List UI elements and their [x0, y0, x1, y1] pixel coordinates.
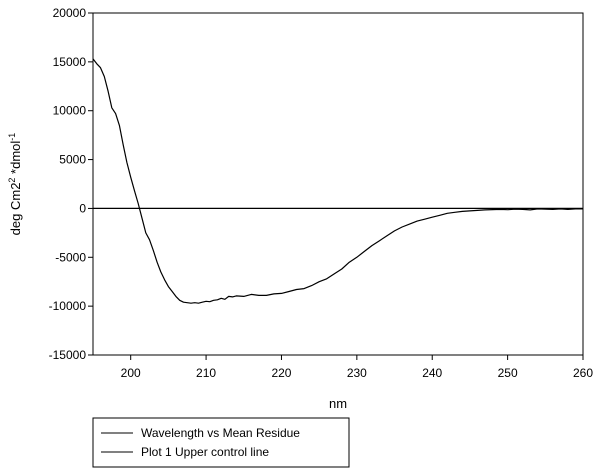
y-tick-label: -10000 [49, 299, 87, 313]
x-tick-label: 240 [422, 366, 442, 380]
x-tick-label: 210 [196, 366, 216, 380]
y-tick-label: 10000 [53, 104, 87, 118]
plot-frame [92, 12, 584, 356]
x-tick-label: 250 [498, 366, 518, 380]
legend-label-1: Wavelength vs Mean Residue [141, 426, 300, 440]
legend-label-2: Plot 1 Upper control line [141, 445, 269, 459]
y-axis-ticks: 20000 15000 10000 5000 0 -5000 -10000 -15000 [49, 6, 93, 362]
x-axis-title: nm [329, 396, 347, 411]
x-axis-ticks: 200 210 220 230 240 250 260 [121, 355, 593, 380]
x-tick-label: 260 [573, 366, 593, 380]
series-layer [92, 58, 583, 304]
y-tick-label: 0 [79, 201, 86, 215]
series-line-mean-residue [92, 58, 583, 304]
legend: Wavelength vs Mean Residue Plot 1 Upper … [92, 417, 350, 468]
y-tick-label: -15000 [49, 348, 87, 362]
x-tick-label: 220 [271, 366, 291, 380]
y-axis-title: deg Cm22 *dmol-1 [7, 133, 23, 236]
y-tick-label: 20000 [53, 6, 87, 20]
y-tick-label: 15000 [53, 55, 87, 69]
x-tick-label: 230 [347, 366, 367, 380]
y-tick-label: 5000 [59, 153, 86, 167]
legend-box [92, 417, 350, 468]
y-tick-label: -5000 [55, 250, 86, 264]
x-tick-label: 200 [121, 366, 141, 380]
